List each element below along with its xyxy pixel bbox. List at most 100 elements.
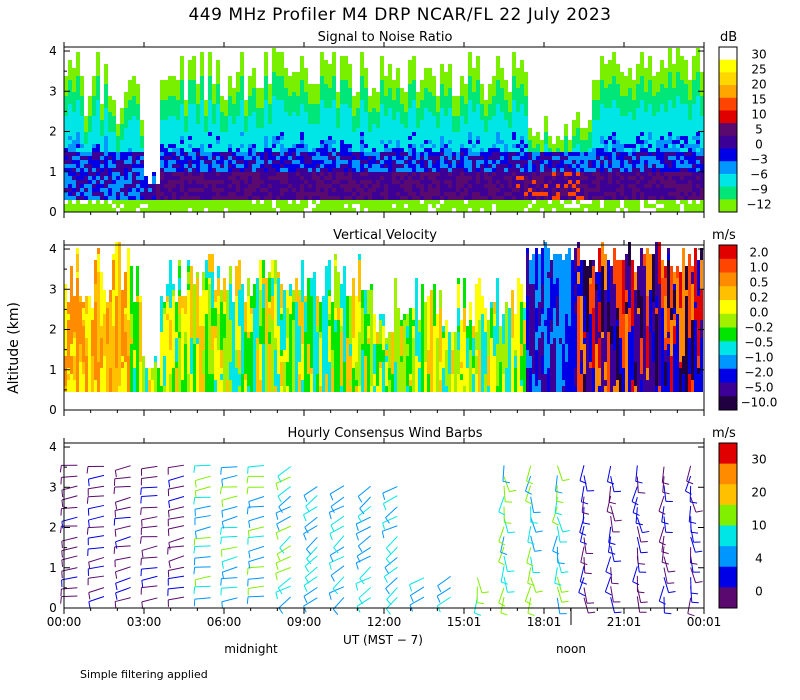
barb-staff [607,536,612,553]
colorbar-swatch [719,47,737,61]
colorbar-label: 5 [755,123,763,137]
wind-barb [87,485,105,496]
wind-barb [610,476,622,493]
barb-feather [509,489,517,493]
barb-staff [279,535,292,549]
wind-barb [328,505,345,520]
barb-staff [661,546,665,563]
colorbar-swatch [719,245,737,260]
colorbar-swatch [719,327,737,342]
wind-barb [583,597,596,614]
barb-feather [220,588,222,596]
barb-staff [194,505,211,510]
barb-staff [306,536,318,550]
barb-feather [554,582,562,586]
barb-feather [385,608,391,615]
wind-barb [690,516,699,534]
colorbar-label: 0 [755,585,763,599]
colorbar-swatch [719,110,737,124]
barb-feather [303,585,308,592]
wind-barb [526,547,534,567]
wind-barb [193,556,211,566]
barb-feather [355,523,359,531]
wind-barb [328,586,345,600]
wind-barb [579,565,587,585]
barb-staff [168,525,185,530]
wind-barb [503,555,515,573]
wind-barb [303,525,318,541]
x-tick-label: 09:00 [287,615,322,629]
barb-feather [687,613,695,617]
wind-barb [382,486,398,500]
wind-barb [167,575,185,586]
barb-feather [356,555,361,563]
barb-staff [329,586,345,594]
barb-staff [221,586,238,589]
wind-barb [530,517,543,533]
x-tick-label: 15:01 [447,615,482,629]
barb-staff [248,545,265,552]
barb-staff [168,537,185,544]
barb-feather [276,523,280,531]
wind-barb [275,476,291,491]
wind-barb [248,515,265,528]
colorbar-label: 20 [751,78,766,92]
barb-feather [507,570,515,573]
barb-staff [276,545,291,555]
barb-staff [437,575,451,587]
wind-barb [140,494,158,504]
barb-staff [221,474,238,480]
wind-barb [305,495,318,513]
wind-barb [663,596,672,615]
barb-staff [304,555,318,567]
barb-feather [501,581,509,585]
wind-barb [608,486,616,505]
barb-staff [610,476,615,492]
wind-barb [275,525,291,540]
barb-feather [474,612,482,616]
y-tick-label: 3 [49,480,57,494]
wind-barb [556,465,570,482]
wind-barb [60,595,78,604]
barb-staff [141,525,158,529]
wind-barb [330,565,345,582]
barb-staff [195,486,211,492]
barb-staff [661,506,665,523]
wind-barb [502,465,510,484]
x-tick-label: 00:00 [47,615,82,629]
wind-barb [221,566,238,580]
barb-feather [303,514,307,522]
barb-feather [221,521,225,529]
barb-feather [561,590,569,593]
colorbar-swatch [719,313,737,328]
wind-barb [88,556,105,570]
barb-feather [193,497,196,505]
barb-feather [140,496,142,504]
wind-barb [498,546,506,566]
barb-feather [557,562,565,565]
wind-barb [330,515,345,532]
barb-feather [632,512,640,516]
barb-feather [635,522,643,526]
barb-staff [276,515,291,525]
barb-staff [278,495,291,508]
wind-barb [636,586,648,604]
barb-feather [525,490,532,495]
wind-barb [248,545,265,559]
barb-feather [437,585,442,593]
wind-barb [476,586,485,605]
snr-panel-title: Signal to Noise Ratio [317,30,453,45]
barb-staff [527,526,532,543]
barb-feather [277,495,282,503]
barb-staff [168,566,185,571]
colorbar-swatch [719,525,737,547]
wind-barb [552,506,560,526]
barb-staff [690,556,694,573]
barb-feather [386,547,392,554]
barb-staff [88,546,105,550]
barb-feather [661,521,669,525]
wind-barb [332,576,345,595]
barb-staff [383,495,398,505]
barb-feather [248,501,251,509]
